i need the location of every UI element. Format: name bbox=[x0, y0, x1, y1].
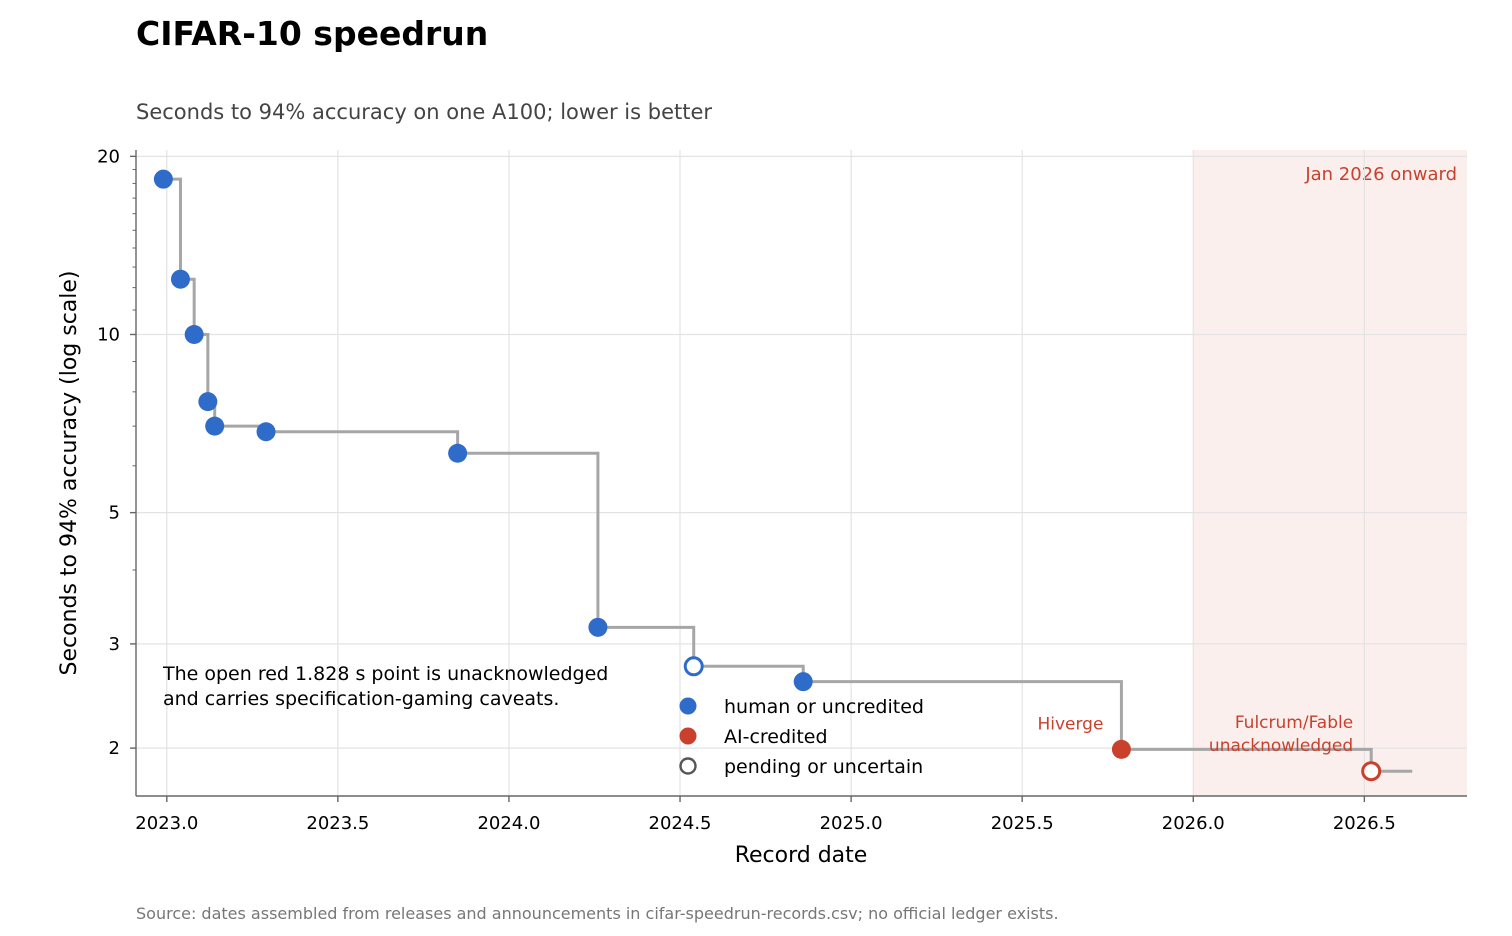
y-tick-label: 2 bbox=[109, 738, 120, 759]
caveat-note: The open red 1.828 s point is unacknowle… bbox=[162, 663, 608, 710]
data-point bbox=[170, 269, 190, 289]
chart-subtitle: Seconds to 94% accuracy on one A100; low… bbox=[136, 100, 712, 124]
data-point bbox=[205, 416, 225, 436]
legend-label: human or uncredited bbox=[724, 696, 924, 718]
point-annotation: unacknowledged bbox=[1209, 736, 1353, 756]
data-point bbox=[184, 324, 204, 344]
x-tick-label: 2023.5 bbox=[306, 813, 369, 834]
x-tick-label: 2024.0 bbox=[477, 813, 540, 834]
x-axis-label: Record date bbox=[735, 843, 868, 868]
chart-title: CIFAR-10 speedrun bbox=[136, 14, 488, 53]
data-point bbox=[588, 617, 608, 637]
x-tick-label: 2024.5 bbox=[649, 813, 712, 834]
data-point bbox=[198, 392, 218, 412]
data-point-pending bbox=[1361, 761, 1382, 782]
y-tick-label: 10 bbox=[97, 324, 120, 345]
note-line: The open red 1.828 s point is unacknowle… bbox=[162, 663, 608, 685]
axes: 2023.0 2023.5 2024.0 2024.5 2025.0 2025.5 2026… bbox=[97, 146, 1467, 834]
point-annotation: Hiverge bbox=[1037, 714, 1103, 734]
source-note: Source: dates assembled from releases an… bbox=[136, 904, 1059, 923]
y-axis-label: Seconds to 94% accuracy (log scale) bbox=[57, 270, 82, 675]
legend-label: pending or uncertain bbox=[724, 756, 923, 778]
grid-lines bbox=[136, 150, 1467, 796]
point-annotations: Hiverge Fulcrum/Fable unacknowledged bbox=[1037, 713, 1353, 756]
legend-marker bbox=[679, 757, 697, 775]
note-line: and carries specification-gaming caveats… bbox=[163, 688, 559, 710]
legend-label: AI-credited bbox=[724, 726, 828, 748]
data-point bbox=[448, 443, 468, 463]
x-tick-label: 2026.5 bbox=[1333, 813, 1396, 834]
y-tick-label: 20 bbox=[97, 146, 120, 167]
shaded-region-label: Jan 2026 onward bbox=[1304, 164, 1457, 185]
legend-marker bbox=[679, 697, 697, 715]
x-tick-label: 2023.0 bbox=[135, 813, 198, 834]
legend: human or uncredited AI-credited pending or… bbox=[679, 696, 924, 778]
x-tick-label: 2025.0 bbox=[820, 813, 883, 834]
data-point-pending bbox=[683, 656, 704, 677]
data-point bbox=[256, 422, 276, 442]
legend-marker bbox=[679, 727, 697, 745]
data-point bbox=[153, 169, 173, 189]
record-points bbox=[153, 169, 1382, 782]
data-point bbox=[1111, 739, 1131, 759]
x-tick-label: 2026.0 bbox=[1162, 813, 1225, 834]
shaded-region-area bbox=[1193, 150, 1467, 796]
data-point bbox=[793, 672, 813, 692]
y-tick-label: 3 bbox=[109, 634, 120, 655]
point-annotation: Fulcrum/Fable bbox=[1235, 713, 1353, 733]
y-tick-label: 5 bbox=[109, 503, 120, 524]
x-tick-label: 2025.5 bbox=[991, 813, 1054, 834]
shaded-region: Jan 2026 onward bbox=[1193, 150, 1467, 796]
